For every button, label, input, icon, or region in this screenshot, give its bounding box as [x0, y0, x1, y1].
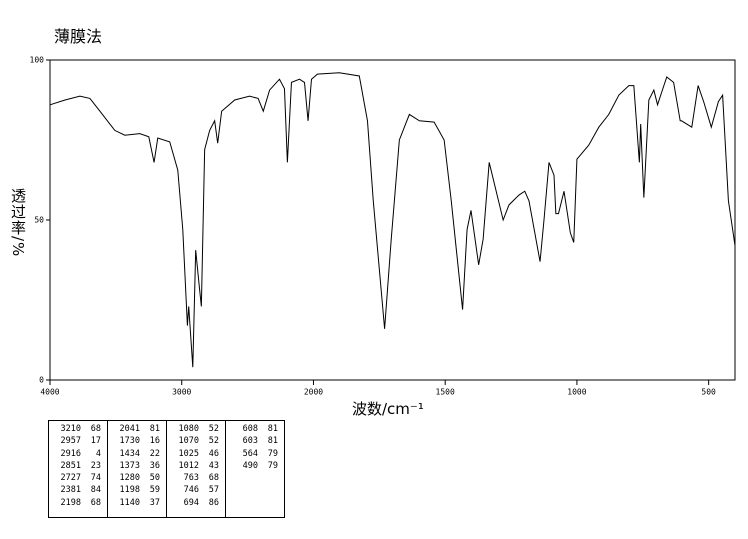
transmittance: 86: [208, 497, 219, 508]
transmittance: 68: [90, 424, 101, 434]
wavenumber: 746: [183, 485, 199, 496]
x-tick-label: 500: [701, 388, 716, 397]
transmittance: 68: [90, 497, 101, 508]
transmittance: 81: [267, 436, 278, 447]
transmittance: 23: [90, 460, 101, 471]
peak-entry: 1434 22: [112, 448, 160, 460]
wavenumber: 694: [183, 497, 199, 508]
transmittance: 46: [208, 448, 219, 459]
peak-column: 608 81 603 81 564 79 490 79: [225, 420, 285, 518]
peak-entry: 2198 68: [53, 497, 101, 509]
transmittance: 50: [149, 473, 160, 484]
peak-entry: 490 79: [230, 460, 278, 472]
peak-entry: 1025 46: [171, 448, 219, 460]
peak-column: 3210 68 2957 17 2916 4 2851 23 2727 74 2381 84 2198 6…: [48, 420, 108, 518]
transmittance: 84: [90, 485, 101, 496]
wavenumber: 608: [242, 424, 258, 434]
wavenumber: 1280: [119, 473, 140, 484]
transmittance: 52: [208, 436, 219, 447]
y-tick-label: 50: [34, 216, 44, 225]
y-tick-label: 0: [39, 376, 44, 385]
wavenumber: 564: [242, 448, 258, 459]
x-tick-label: 1500: [436, 388, 455, 397]
peak-entry: 2916 4: [53, 448, 101, 460]
transmittance: 68: [208, 473, 219, 484]
x-tick-label: 1000: [567, 388, 586, 397]
peak-entry: 564 79: [230, 448, 278, 460]
transmittance: 16: [149, 436, 160, 447]
wavenumber: 1025: [178, 448, 199, 459]
wavenumber: 2198: [60, 497, 81, 508]
wavenumber: 2381: [60, 485, 81, 496]
transmittance: 57: [208, 485, 219, 496]
peak-entry: 1140 37: [112, 497, 160, 509]
x-tick-label: 4000: [40, 388, 59, 397]
peak-entry: 1012 43: [171, 460, 219, 472]
transmittance: 52: [208, 424, 219, 434]
peak-entry: 3210 68: [53, 423, 101, 435]
wavenumber: 2916: [60, 448, 81, 459]
peak-entry: 608 81: [230, 423, 278, 435]
peak-entry: 1730 16: [112, 435, 160, 447]
peak-entry: 2041 81: [112, 423, 160, 435]
wavenumber: 2041: [119, 424, 140, 434]
peak-entry: 603 81: [230, 435, 278, 447]
peak-entry: 2957 17: [53, 435, 101, 447]
wavenumber: 1373: [119, 460, 140, 471]
wavenumber: 2957: [60, 436, 81, 447]
wavenumber: 2727: [60, 473, 81, 484]
peak-entry: 1373 36: [112, 460, 160, 472]
peak-entry: 763 68: [171, 472, 219, 484]
transmittance: 74: [90, 473, 101, 484]
peak-entry: 1198 59: [112, 484, 160, 496]
transmittance: 79: [267, 460, 278, 471]
peak-table-row: 3210 68 2957 17 2916 4 2851 23 2727 74 2381 84 2198 6…: [48, 420, 285, 518]
wavenumber: 1198: [119, 485, 140, 496]
x-axis-label: 波数/cm⁻¹: [352, 400, 424, 418]
transmittance: 22: [149, 448, 160, 459]
peak-entry: 746 57: [171, 484, 219, 496]
peak-column: 1080 52 1070 52 1025 46 1012 43 763 68 746 57 694 86: [166, 420, 226, 518]
wavenumber: 3210: [60, 424, 81, 434]
peak-entry: 2381 84: [53, 484, 101, 496]
y-tick-label: 100: [30, 56, 45, 65]
x-tick-label: 2000: [304, 388, 323, 397]
chart-title: 薄膜法: [54, 27, 103, 46]
wavenumber: 490: [242, 460, 258, 471]
peak-entry: 1070 52: [171, 435, 219, 447]
wavenumber: 603: [242, 436, 258, 447]
wavenumber: 1012: [178, 460, 199, 471]
peak-entry: 2727 74: [53, 472, 101, 484]
peak-entry: 1080 52: [171, 423, 219, 435]
transmittance: 81: [149, 424, 160, 434]
peak-column: 2041 81 1730 16 1434 22 1373 36 1280 50 1198 59 1140…: [107, 420, 167, 518]
transmittance: 37: [149, 497, 160, 508]
transmittance: 17: [90, 436, 101, 447]
wavenumber: 1080: [178, 424, 199, 434]
wavenumber: 1070: [178, 436, 199, 447]
peak-entry: 1280 50: [112, 472, 160, 484]
wavenumber: 1730: [119, 436, 140, 447]
x-tick-label: 3000: [172, 388, 191, 397]
transmittance: 43: [208, 460, 219, 471]
peak-entry: 2851 23: [53, 460, 101, 472]
peak-table: 3210 68 2957 17 2916 4 2851 23 2727 74 2381 84 2198 6…: [48, 420, 285, 518]
peak-entry: 694 86: [171, 497, 219, 509]
wavenumber: 2851: [60, 460, 81, 471]
spectrum-line: [49, 72, 736, 368]
transmittance: 4: [95, 448, 101, 459]
wavenumber: 763: [183, 473, 199, 484]
transmittance: 36: [149, 460, 160, 471]
transmittance: 59: [149, 485, 160, 496]
wavenumber: 1140: [119, 497, 140, 508]
transmittance: 81: [267, 424, 278, 434]
transmittance: 79: [267, 448, 278, 459]
wavenumber: 1434: [119, 448, 140, 459]
y-axis-label: 透过率/%: [9, 188, 27, 258]
